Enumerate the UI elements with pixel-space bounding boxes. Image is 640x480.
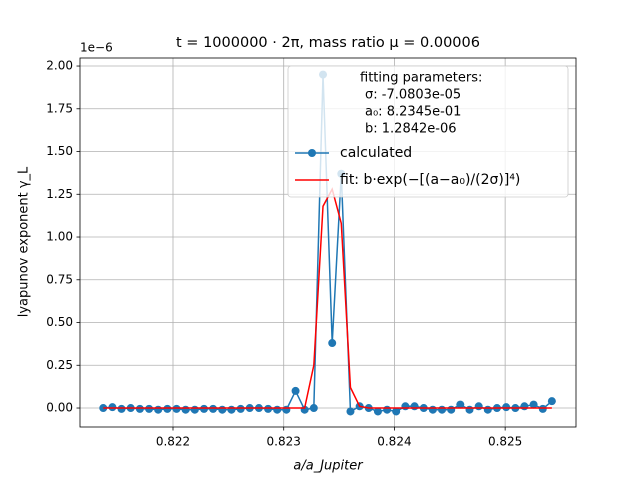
data-point bbox=[236, 404, 245, 413]
y-tick-label: 1.00 bbox=[46, 230, 73, 244]
data-point bbox=[373, 407, 382, 416]
legend-annotation: b: 1.2842e-06 bbox=[365, 122, 456, 137]
data-point bbox=[456, 400, 465, 409]
y-tick-label: 0.50 bbox=[46, 315, 73, 329]
data-point bbox=[172, 404, 181, 413]
axes-frame bbox=[79, 57, 577, 428]
data-point bbox=[200, 404, 208, 413]
data-point bbox=[383, 405, 392, 414]
y-tick-label: 1.50 bbox=[46, 144, 73, 158]
x-tick-label: 0.822 bbox=[156, 435, 190, 449]
data-point bbox=[328, 339, 337, 348]
legend-annotation: fitting parameters: bbox=[360, 71, 482, 86]
x-axis-label: a/a_Jupiter bbox=[293, 459, 364, 474]
data-point bbox=[190, 405, 199, 414]
data-point bbox=[273, 405, 282, 414]
data-point bbox=[309, 404, 318, 413]
legend-marker bbox=[308, 149, 316, 157]
x-tick-label: 0.825 bbox=[488, 435, 522, 449]
data-point bbox=[117, 404, 126, 413]
legend-box bbox=[287, 65, 569, 198]
y-tick-label: 1.75 bbox=[46, 101, 73, 115]
data-point bbox=[145, 404, 154, 413]
data-point bbox=[401, 402, 410, 411]
data-point bbox=[392, 407, 401, 416]
data-point bbox=[502, 403, 511, 412]
data-point bbox=[438, 405, 447, 414]
data-point bbox=[483, 405, 492, 414]
data-point bbox=[346, 407, 355, 416]
data-point bbox=[154, 405, 163, 414]
y-tick-label: 0.75 bbox=[46, 272, 73, 286]
data-point bbox=[264, 404, 273, 413]
data-point bbox=[428, 405, 437, 414]
chart-title: t = 1000000 · 2π, mass ratio μ = 0.00006 bbox=[176, 35, 480, 51]
data-point bbox=[218, 405, 227, 414]
y-tick-label: 0.25 bbox=[46, 358, 73, 372]
y-offset: 1e−6 bbox=[80, 41, 113, 55]
y-axis-label: lyapunov exponent γ_L bbox=[17, 166, 32, 317]
data-point bbox=[447, 405, 456, 414]
legend-annotation: a₀: 8.2345e-01 bbox=[365, 105, 461, 120]
data-point bbox=[209, 404, 218, 413]
y-tick-label: 1.25 bbox=[46, 187, 73, 201]
legend-label: fit: b·exp(−[(a−a₀)/(2σ)]⁴) bbox=[340, 172, 520, 188]
x-tick-label: 0.823 bbox=[267, 435, 301, 449]
data-point bbox=[135, 404, 144, 413]
legend-label: calculated bbox=[340, 145, 412, 161]
data-point bbox=[538, 404, 547, 413]
data-point bbox=[410, 402, 419, 411]
data-point bbox=[227, 405, 236, 414]
data-point bbox=[282, 405, 291, 414]
data-point bbox=[108, 403, 117, 412]
y-tick-label: 0.00 bbox=[46, 401, 73, 415]
data-point bbox=[547, 397, 556, 406]
y-tick-label: 2.00 bbox=[46, 59, 73, 73]
series-line bbox=[103, 187, 552, 409]
data-point bbox=[181, 405, 190, 414]
data-point bbox=[163, 404, 172, 413]
x-tick-label: 0.824 bbox=[377, 435, 411, 449]
legend-annotation: σ: -7.0803e-05 bbox=[365, 88, 461, 103]
data-point bbox=[465, 405, 474, 414]
data-point bbox=[520, 402, 529, 411]
data-point bbox=[291, 386, 300, 395]
data-point bbox=[474, 402, 483, 411]
data-point bbox=[529, 400, 538, 409]
